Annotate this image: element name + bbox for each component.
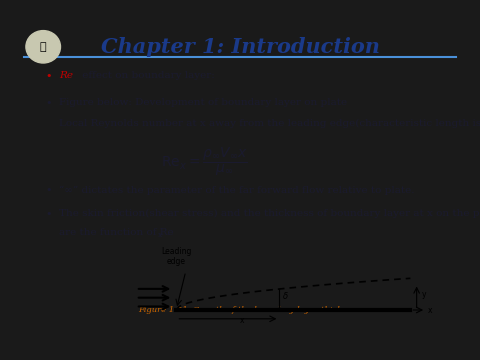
Text: x: x: [158, 231, 163, 239]
Text: Figure 1.51  Growth of the boundary layer thickness.: Figure 1.51 Growth of the boundary layer…: [138, 306, 364, 314]
Text: x: x: [428, 306, 432, 315]
Text: 🏛: 🏛: [40, 42, 47, 52]
Text: The skin friction(shear stress) and the thickness of boundary layer at x on the : The skin friction(shear stress) and the …: [59, 209, 480, 219]
Text: •: •: [46, 71, 52, 81]
Text: $\mathrm{Re}_x = \dfrac{\rho_\infty V_\infty x}{\mu_\infty}$: $\mathrm{Re}_x = \dfrac{\rho_\infty V_\i…: [161, 146, 248, 178]
Circle shape: [26, 31, 60, 63]
Text: Local Reynolds number at x away from the leading edge(characteristic length is x: Local Reynolds number at x away from the…: [59, 119, 480, 128]
Text: x: x: [240, 316, 244, 325]
Text: •: •: [46, 209, 52, 219]
Text: $\delta$: $\delta$: [282, 291, 289, 301]
Text: y: y: [421, 290, 426, 299]
Text: Figure below: Development of boundary layer on plate: Figure below: Development of boundary la…: [59, 98, 347, 107]
Text: •: •: [46, 185, 52, 195]
Text: Chapter 1: Introduction: Chapter 1: Introduction: [101, 37, 379, 57]
Text: are the function of Re: are the function of Re: [59, 228, 174, 237]
Text: effect on boundary layer:: effect on boundary layer:: [79, 71, 215, 80]
Text: Leading
edge: Leading edge: [161, 247, 192, 266]
Text: .: .: [164, 228, 170, 237]
Text: “∞” dictates the parameter of the far forward flow relative to plate.: “∞” dictates the parameter of the far fo…: [59, 185, 414, 195]
Text: Re: Re: [59, 71, 73, 80]
Text: •: •: [46, 98, 52, 108]
